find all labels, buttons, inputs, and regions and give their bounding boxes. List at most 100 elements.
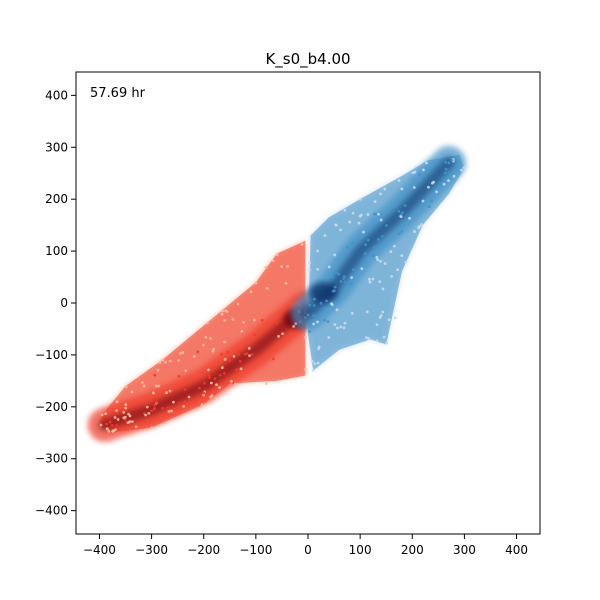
data-point <box>342 277 346 281</box>
data-point <box>333 285 337 289</box>
data-point <box>387 318 391 322</box>
data-point <box>385 224 388 227</box>
data-point <box>226 350 230 354</box>
data-point <box>351 211 355 215</box>
data-point <box>153 373 157 377</box>
data-point <box>178 401 182 405</box>
data-point <box>312 322 316 326</box>
data-point <box>365 310 369 314</box>
data-point <box>323 234 327 237</box>
data-point <box>332 289 336 293</box>
data-point <box>392 244 396 248</box>
data-point <box>203 381 206 385</box>
data-point <box>313 362 317 366</box>
data-point <box>233 382 237 386</box>
data-point <box>242 321 246 324</box>
data-point <box>240 329 244 333</box>
data-point <box>385 341 389 345</box>
data-point <box>342 326 346 330</box>
data-point <box>253 318 256 322</box>
data-point <box>376 258 380 262</box>
data-point <box>177 374 181 378</box>
data-point <box>105 422 108 426</box>
data-point <box>145 405 149 409</box>
data-point <box>400 230 404 234</box>
data-point <box>447 179 450 183</box>
data-point <box>204 335 208 339</box>
x-tick-label: −300 <box>135 543 168 557</box>
data-point <box>271 357 275 361</box>
data-point <box>264 265 268 269</box>
data-point <box>421 199 425 203</box>
data-point <box>223 357 227 361</box>
data-point <box>237 348 241 352</box>
data-point <box>115 409 119 412</box>
data-point <box>334 223 338 227</box>
data-point <box>115 400 119 404</box>
data-point <box>339 280 343 283</box>
data-point <box>397 179 401 182</box>
data-point <box>378 316 382 319</box>
data-point <box>249 290 253 294</box>
data-point <box>198 386 201 390</box>
data-point <box>450 158 454 162</box>
data-point <box>319 301 323 305</box>
data-point <box>316 361 320 365</box>
data-point <box>308 330 312 333</box>
y-tick-label: 100 <box>45 244 68 258</box>
data-point <box>236 302 240 306</box>
data-point <box>277 334 280 338</box>
data-point <box>182 400 186 404</box>
data-point <box>221 309 224 313</box>
data-point <box>326 320 330 324</box>
data-point <box>373 200 377 203</box>
data-point <box>124 385 128 389</box>
data-point <box>413 230 416 233</box>
data-point <box>182 404 185 408</box>
data-point <box>313 297 316 301</box>
data-point <box>100 413 104 417</box>
data-point <box>308 261 312 265</box>
data-point <box>330 303 334 307</box>
data-point <box>308 268 311 272</box>
data-point <box>366 238 370 242</box>
data-point <box>161 406 164 410</box>
data-point <box>390 274 394 278</box>
data-point <box>336 326 339 330</box>
data-point <box>343 208 347 212</box>
y-tick-label: 400 <box>45 88 68 102</box>
data-point <box>381 310 385 314</box>
data-point <box>337 272 341 276</box>
data-point <box>427 205 431 209</box>
data-point <box>376 238 380 241</box>
data-point <box>375 339 379 343</box>
data-point <box>396 268 400 272</box>
data-point <box>172 400 175 404</box>
data-point <box>431 181 434 185</box>
data-point <box>425 161 428 165</box>
data-point <box>360 267 364 271</box>
data-point <box>207 374 211 378</box>
data-point <box>418 173 422 177</box>
data-point <box>284 281 288 285</box>
data-point <box>373 246 377 249</box>
data-point <box>327 265 331 269</box>
data-point <box>134 425 138 429</box>
data-point <box>99 423 103 427</box>
y-tick-label: 300 <box>45 140 68 154</box>
data-point <box>213 377 217 381</box>
data-point <box>124 403 128 407</box>
data-point <box>111 430 115 433</box>
data-point <box>265 286 269 290</box>
data-point <box>108 420 112 424</box>
data-point <box>115 424 118 428</box>
chart-title: K_s0_b4.00 <box>265 50 350 69</box>
data-point <box>357 221 361 225</box>
data-point <box>123 418 127 422</box>
data-point <box>104 412 108 416</box>
red-cloud <box>87 240 323 442</box>
data-point <box>447 171 451 174</box>
data-point <box>179 352 182 355</box>
data-point <box>303 335 307 339</box>
